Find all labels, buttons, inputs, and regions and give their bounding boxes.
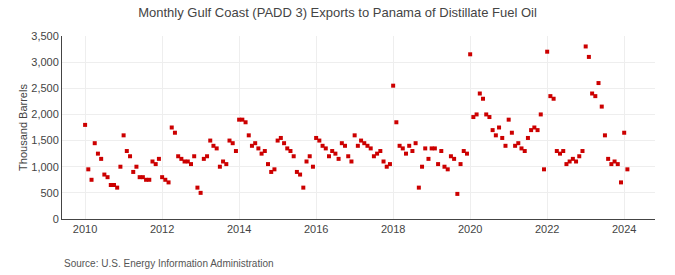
svg-text:2,000: 2,000 [31,108,59,120]
svg-text:1,500: 1,500 [31,134,59,146]
svg-text:2024: 2024 [612,223,636,235]
svg-text:Monthly Gulf Coast (PADD 3) Ex: Monthly Gulf Coast (PADD 3) Exports to P… [138,5,537,20]
svg-text:3,500: 3,500 [31,30,59,42]
svg-text:2012: 2012 [150,223,174,235]
svg-text:2018: 2018 [381,223,405,235]
svg-text:2016: 2016 [304,223,328,235]
svg-text:500: 500 [40,187,58,199]
svg-text:3,000: 3,000 [31,56,59,68]
svg-text:2022: 2022 [535,223,559,235]
svg-text:0: 0 [53,213,59,225]
svg-text:Source: U.S. Energy Informatio: Source: U.S. Energy Information Administ… [64,258,274,269]
svg-text:Thousand Barrels: Thousand Barrels [17,84,29,171]
svg-text:2020: 2020 [458,223,482,235]
svg-text:1,000: 1,000 [31,161,59,173]
svg-text:2,500: 2,500 [31,82,59,94]
svg-text:2014: 2014 [227,223,251,235]
svg-text:2010: 2010 [73,223,97,235]
